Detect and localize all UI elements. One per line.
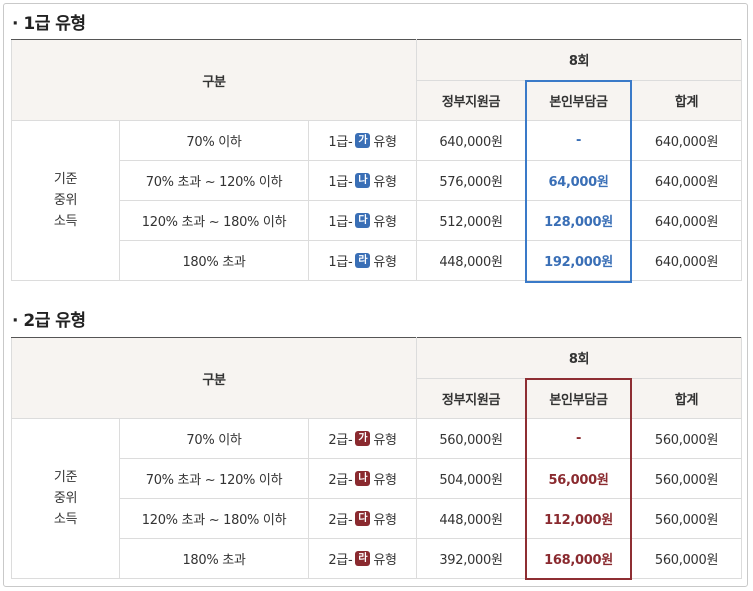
self-pay-header: 본인부담금: [525, 79, 632, 121]
gov-support-cell: 504,000원: [416, 458, 526, 499]
median-income-label: 기준 중위 소득: [11, 120, 120, 281]
income-range-cell: 70% 초과 ~ 120% 이하: [119, 160, 309, 201]
gov-support-cell: 392,000원: [416, 538, 526, 579]
grade-letter-badge: 다: [355, 511, 371, 526]
gov-support-cell: 640,000원: [416, 120, 526, 161]
table-row: 120% 초과 ~ 180% 이하 1급- 다 유형 512,000원 128,00…: [12, 200, 743, 241]
self-pay-cell: -: [525, 418, 632, 459]
self-pay-cell: 56,000원: [525, 458, 632, 499]
total-header: 합계: [630, 377, 743, 419]
sessions-header: 8회: [415, 337, 743, 379]
income-range-cell: 70% 이하: [119, 418, 309, 459]
income-range-cell: 120% 초과 ~ 180% 이하: [119, 200, 309, 241]
self-pay-cell: 112,000원: [525, 498, 632, 539]
gov-support-cell: 560,000원: [416, 418, 526, 459]
gov-support-cell: 448,000원: [416, 498, 526, 539]
self-pay-cell: -: [525, 120, 632, 161]
income-range-cell: 70% 초과 ~ 120% 이하: [119, 458, 309, 499]
self-pay-cell: 64,000원: [525, 160, 632, 201]
table-row: 70% 초과 ~ 120% 이하 2급- 나 유형 504,000원 56,000원…: [12, 458, 743, 499]
table-row: 120% 초과 ~ 180% 이하 2급- 다 유형 448,000원 112,00…: [12, 498, 743, 539]
total-cell: 560,000원: [630, 418, 743, 459]
gov-support-header: 정부지원금: [416, 79, 526, 121]
grade-letter-badge: 다: [355, 213, 371, 228]
gov-support-cell: 448,000원: [416, 240, 526, 281]
table-row: 180% 초과 1급- 라 유형 448,000원 192,000원 640,000…: [12, 240, 743, 281]
grade-type-cell: 1급- 가 유형: [308, 120, 417, 161]
total-cell: 560,000원: [630, 538, 743, 579]
grade-type-cell: 2급- 가 유형: [308, 418, 417, 459]
grade-letter-badge: 라: [355, 253, 371, 268]
category-header: 구분: [11, 337, 417, 419]
grade-letter-badge: 가: [355, 133, 371, 148]
category-header: 구분: [11, 39, 417, 121]
grade-type-cell: 1급- 다 유형: [308, 200, 417, 241]
grade-letter-badge: 나: [355, 471, 371, 486]
grade-letter-badge: 가: [355, 431, 371, 446]
gov-support-cell: 576,000원: [416, 160, 526, 201]
self-pay-cell: 192,000원: [525, 240, 632, 281]
grade1-fee-table: 구분 8회 정부지원금 본인부담금 합계 기준 중위 소득 70% 이하 1급-…: [11, 39, 743, 281]
grade-type-cell: 2급- 라 유형: [308, 538, 417, 579]
table-row: 70% 초과 ~ 120% 이하 1급- 나 유형 576,000원 64,000원…: [12, 160, 743, 201]
total-cell: 640,000원: [630, 240, 743, 281]
grade-letter-badge: 나: [355, 173, 371, 188]
grade-type-cell: 1급- 나 유형: [308, 160, 417, 201]
income-range-cell: 180% 초과: [119, 538, 309, 579]
grade2-fee-table: 구분 8회 정부지원금 본인부담금 합계 기준 중위 소득 70% 이하 2급-…: [11, 337, 743, 579]
income-range-cell: 120% 초과 ~ 180% 이하: [119, 498, 309, 539]
median-income-label: 기준 중위 소득: [11, 418, 120, 579]
grade2-title: · 2급 유형: [12, 311, 86, 331]
income-range-cell: 180% 초과: [119, 240, 309, 281]
table-row: 기준 중위 소득 70% 이하 2급- 가 유형 560,000원 - 560,00…: [11, 418, 743, 579]
grade-type-cell: 1급- 라 유형: [308, 240, 417, 281]
table-row: 기준 중위 소득 70% 이하 1급- 가 유형 640,000원 - 640,00…: [11, 120, 743, 281]
sessions-header: 8회: [415, 39, 743, 81]
total-cell: 640,000원: [630, 200, 743, 241]
total-cell: 560,000원: [630, 498, 743, 539]
self-pay-cell: 168,000원: [525, 538, 632, 579]
income-range-cell: 70% 이하: [119, 120, 309, 161]
grade1-title: · 1급 유형: [12, 14, 86, 34]
total-header: 합계: [630, 79, 743, 121]
self-pay-header: 본인부담금: [525, 377, 632, 419]
table-row: 180% 초과 2급- 라 유형 392,000원 168,000원 560,000…: [12, 538, 743, 579]
total-cell: 640,000원: [630, 120, 743, 161]
total-cell: 560,000원: [630, 458, 743, 499]
gov-support-header: 정부지원금: [416, 377, 526, 419]
grade-letter-badge: 라: [355, 551, 371, 566]
grade-type-cell: 2급- 다 유형: [308, 498, 417, 539]
total-cell: 640,000원: [630, 160, 743, 201]
gov-support-cell: 512,000원: [416, 200, 526, 241]
self-pay-cell: 128,000원: [525, 200, 632, 241]
grade-type-cell: 2급- 나 유형: [308, 458, 417, 499]
